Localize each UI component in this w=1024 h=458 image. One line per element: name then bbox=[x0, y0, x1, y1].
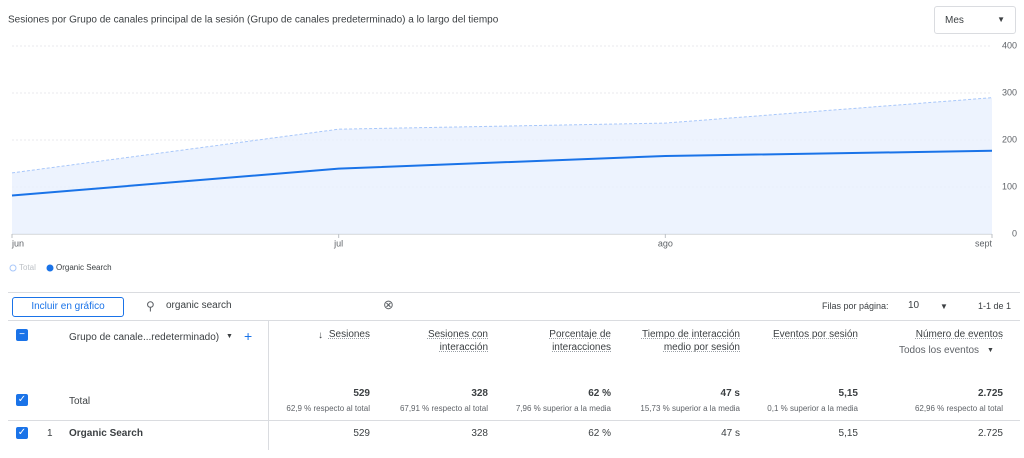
dropdown-icon: ▼ bbox=[997, 15, 1005, 24]
total-value: 529 bbox=[353, 388, 370, 399]
row-label: Organic Search bbox=[69, 428, 143, 439]
total-value: 62 % bbox=[588, 388, 611, 399]
y-tick-label: 300 bbox=[1002, 87, 1017, 97]
y-tick-label: 0 bbox=[1012, 228, 1017, 238]
rows-label: Filas por página: bbox=[822, 301, 889, 311]
x-tick-label: jun bbox=[11, 238, 24, 248]
total-note: 7,96 % superior a la media bbox=[515, 404, 611, 413]
series-line bbox=[11, 149, 993, 197]
row-value: 5,15 bbox=[838, 428, 858, 439]
column-header-text[interactable]: Número de eventos bbox=[915, 329, 1003, 340]
column-header: Porcentaje de interacciones bbox=[531, 328, 611, 354]
row-value: 62 % bbox=[588, 428, 611, 439]
total-label: Total bbox=[69, 396, 91, 407]
chart-title: Sesiones por Grupo de canales principal … bbox=[8, 15, 499, 26]
row-value: 529 bbox=[353, 428, 370, 439]
total-checkbox[interactable]: ✓ bbox=[16, 394, 28, 406]
include-button[interactable]: Incluir en gráfico bbox=[12, 297, 124, 317]
total-note: 15,73 % superior a la media bbox=[640, 404, 740, 413]
total-value: 2.725 bbox=[977, 388, 1003, 399]
row-value: 2.725 bbox=[977, 428, 1003, 439]
divider bbox=[8, 420, 1020, 421]
column-header-text[interactable]: Sesiones con interacción bbox=[427, 329, 488, 353]
dropdown-icon[interactable]: ▼ bbox=[226, 333, 233, 340]
dropdown-icon: ▼ bbox=[940, 302, 948, 311]
x-tick-label: sept bbox=[975, 238, 993, 248]
dropdown-icon[interactable]: ▼ bbox=[987, 347, 994, 354]
period-text: Mes bbox=[945, 15, 964, 26]
search-input[interactable]: organic search bbox=[166, 300, 232, 311]
add-dimension[interactable]: + bbox=[244, 328, 253, 344]
total-value: 5,15 bbox=[838, 388, 858, 399]
total-note: 62,9 % respecto al total bbox=[286, 404, 370, 413]
column-header-text[interactable]: Tiempo de interacción medio por sesión bbox=[641, 329, 740, 353]
divider bbox=[268, 320, 269, 450]
legend-marker bbox=[9, 264, 17, 272]
series-line bbox=[11, 97, 993, 174]
events-filter[interactable]: Todos los eventos bbox=[899, 345, 980, 356]
column-header-text[interactable]: Porcentaje de interacciones bbox=[549, 329, 611, 353]
pagination: 1-1 de 1 bbox=[978, 301, 1012, 311]
column-header: Tiempo de interacción medio por sesión bbox=[640, 328, 740, 354]
y-tick-label: 100 bbox=[1002, 181, 1017, 191]
y-tick-label: 400 bbox=[1002, 40, 1017, 50]
total-note: 62,96 % respecto al total bbox=[914, 404, 1003, 413]
column-header: Sesiones con interacción bbox=[418, 328, 488, 354]
column-header: Eventos por sesión bbox=[748, 328, 858, 341]
total-note: 67,91 % respecto al total bbox=[399, 404, 488, 413]
legend-marker bbox=[46, 264, 54, 272]
dimension-header[interactable]: Grupo de canale...redeterminado) bbox=[69, 332, 220, 343]
column-header-text[interactable]: Sesiones bbox=[328, 329, 370, 340]
total-note: 0,1 % superior a la media bbox=[767, 404, 858, 413]
legend-label: Total bbox=[19, 263, 36, 272]
y-tick-label: 200 bbox=[1002, 134, 1017, 144]
row-value: 47 s bbox=[721, 428, 740, 439]
area bbox=[12, 97, 992, 234]
row-checkbox[interactable]: ✓ bbox=[16, 427, 28, 439]
legend-label: Organic Search bbox=[56, 263, 112, 272]
sort-icon: ↓ bbox=[318, 330, 323, 341]
select-all-checkbox[interactable]: − bbox=[16, 329, 28, 341]
x-tick-label: ago bbox=[658, 238, 673, 248]
search-icon: ⚲ bbox=[146, 299, 155, 313]
rows-select[interactable]: 10 bbox=[908, 300, 920, 311]
period-select[interactable]: Mes ▼ bbox=[934, 6, 1016, 34]
divider bbox=[8, 292, 1020, 293]
total-value: 328 bbox=[471, 388, 488, 399]
total-value: 47 s bbox=[720, 388, 740, 399]
x-tick-label: jul bbox=[333, 238, 343, 248]
clear-icon[interactable]: ⊗ bbox=[383, 297, 394, 312]
column-header-text[interactable]: Eventos por sesión bbox=[772, 329, 858, 340]
row-index: 1 bbox=[47, 428, 53, 439]
column-header: Número de eventos bbox=[893, 328, 1003, 341]
row-value: 328 bbox=[471, 428, 488, 439]
divider bbox=[8, 320, 1020, 321]
column-header: Sesiones bbox=[290, 328, 370, 341]
chart: Sesiones por Grupo de canales principal … bbox=[8, 15, 1017, 272]
